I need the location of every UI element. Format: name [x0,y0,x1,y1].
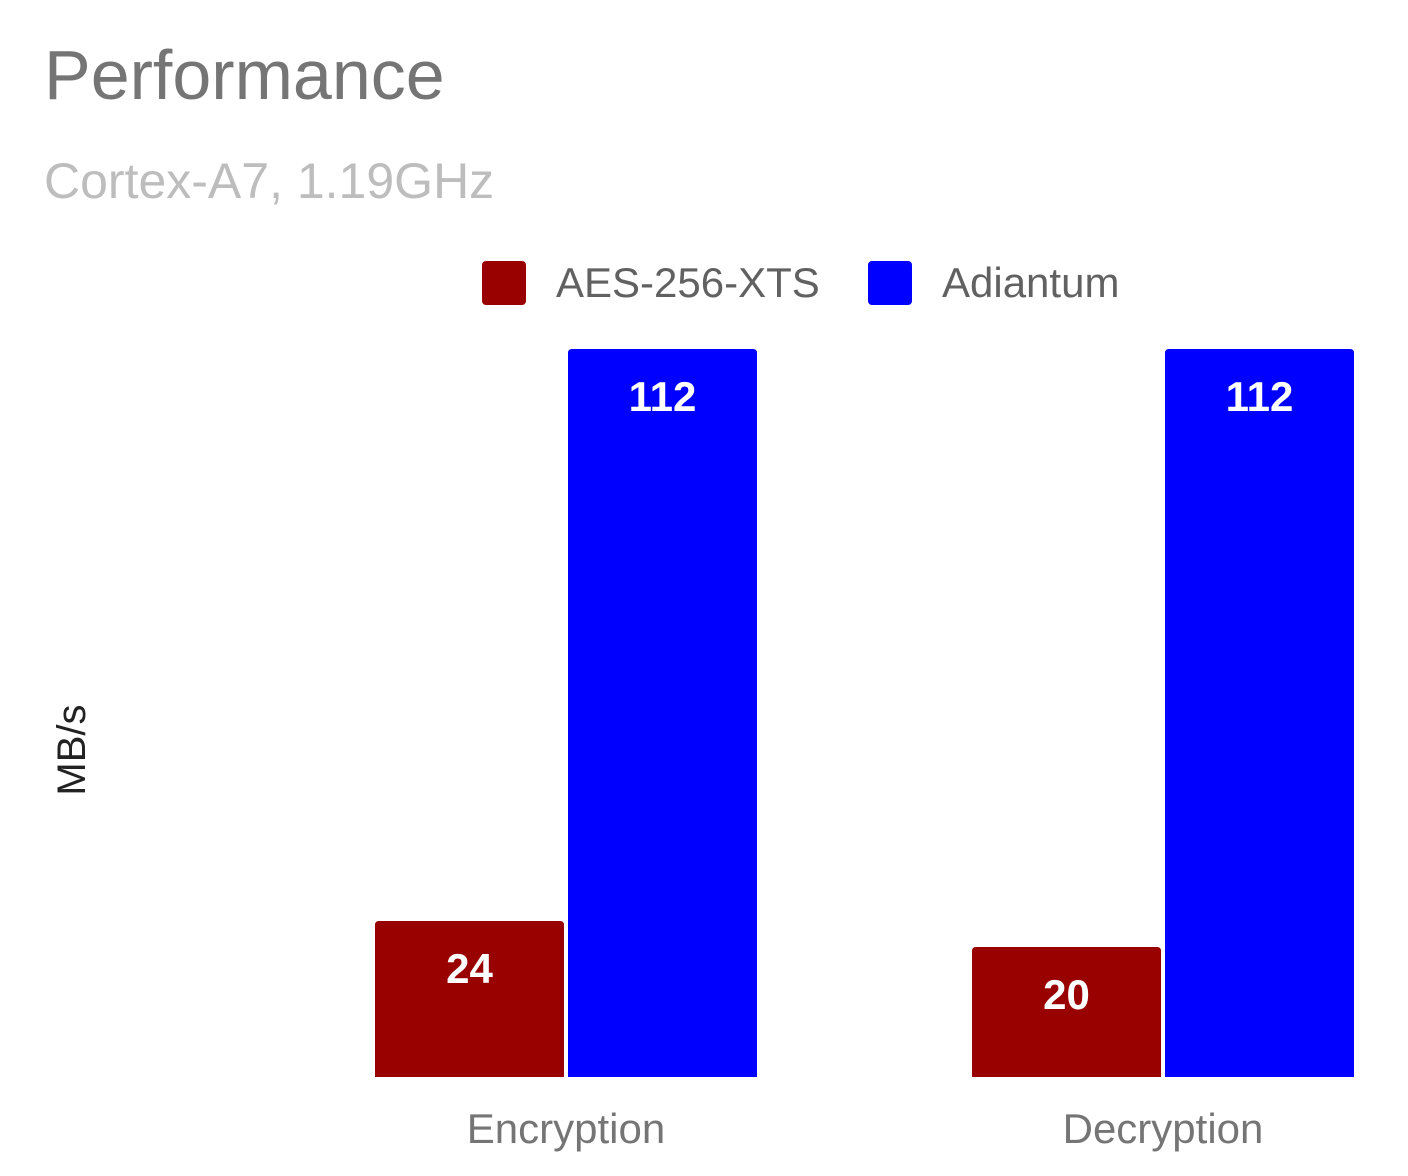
legend-label-series-1: Adiantum [942,259,1120,306]
x-tick-label-encryption: Encryption [467,1105,665,1152]
x-tick-label-decryption: Decryption [1063,1105,1264,1152]
data-label-encryption-series-0: 24 [446,945,493,992]
bar-encryption-series-1 [568,349,757,1077]
chart-title: Performance [44,36,445,114]
data-label-encryption-series-1: 112 [629,373,697,420]
bar-decryption-series-0 [972,947,1161,1077]
legend-swatch-series-0 [482,261,526,305]
chart-subtitle: Cortex-A7, 1.19GHz [44,153,495,209]
bar-decryption-series-1 [1165,349,1354,1077]
data-label-decryption-series-0: 20 [1043,971,1090,1018]
legend-swatch-series-1 [868,261,912,305]
bar-encryption-series-0 [375,921,564,1077]
legend-item-series-0: AES-256-XTS [482,258,820,308]
data-label-decryption-series-1: 112 [1226,373,1294,420]
legend-item-series-1: Adiantum [868,258,1119,308]
legend: AES-256-XTS Adiantum [0,258,1408,308]
legend-label-series-0: AES-256-XTS [556,259,820,306]
